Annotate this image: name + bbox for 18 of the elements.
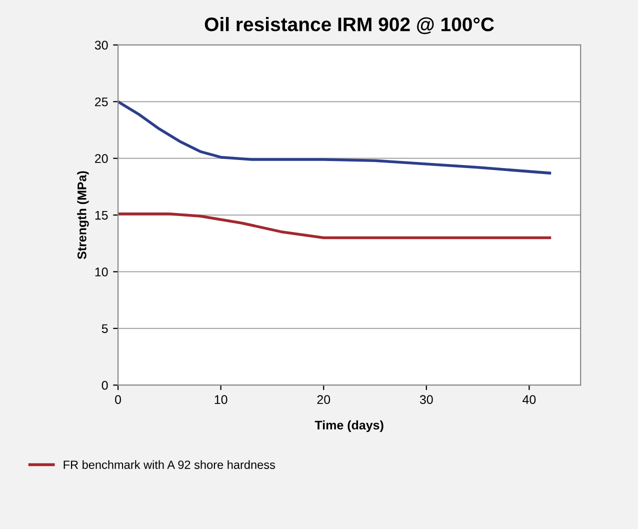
y-axis-title: Strength (MPa) — [77, 171, 89, 260]
y-tick-label: 30 — [94, 40, 108, 50]
y-tick-label: 15 — [95, 210, 108, 220]
x-tick-label: 20 — [317, 395, 330, 404]
y-tick-label: 10 — [95, 268, 108, 276]
x-tick-label: 0 — [115, 395, 122, 404]
chart-title: Oil resistance IRM 902 @ 100°C — [204, 16, 494, 34]
line-series — [118, 212, 552, 240]
y-tick-label: 0 — [102, 380, 108, 390]
x-tick-label: 40 — [522, 395, 536, 404]
y-tick-label: 5 — [102, 324, 108, 334]
line-series — [118, 100, 552, 174]
legend-label: FR benchmark with A 92 shore hardness — [64, 460, 276, 469]
x-axis-title: Time (days) — [314, 420, 384, 432]
x-tick-label: 30 — [420, 395, 433, 404]
x-tick-label: 10 — [214, 395, 228, 404]
y-tick-label: 25 — [95, 97, 108, 106]
y-tick-label: 20 — [95, 154, 108, 163]
